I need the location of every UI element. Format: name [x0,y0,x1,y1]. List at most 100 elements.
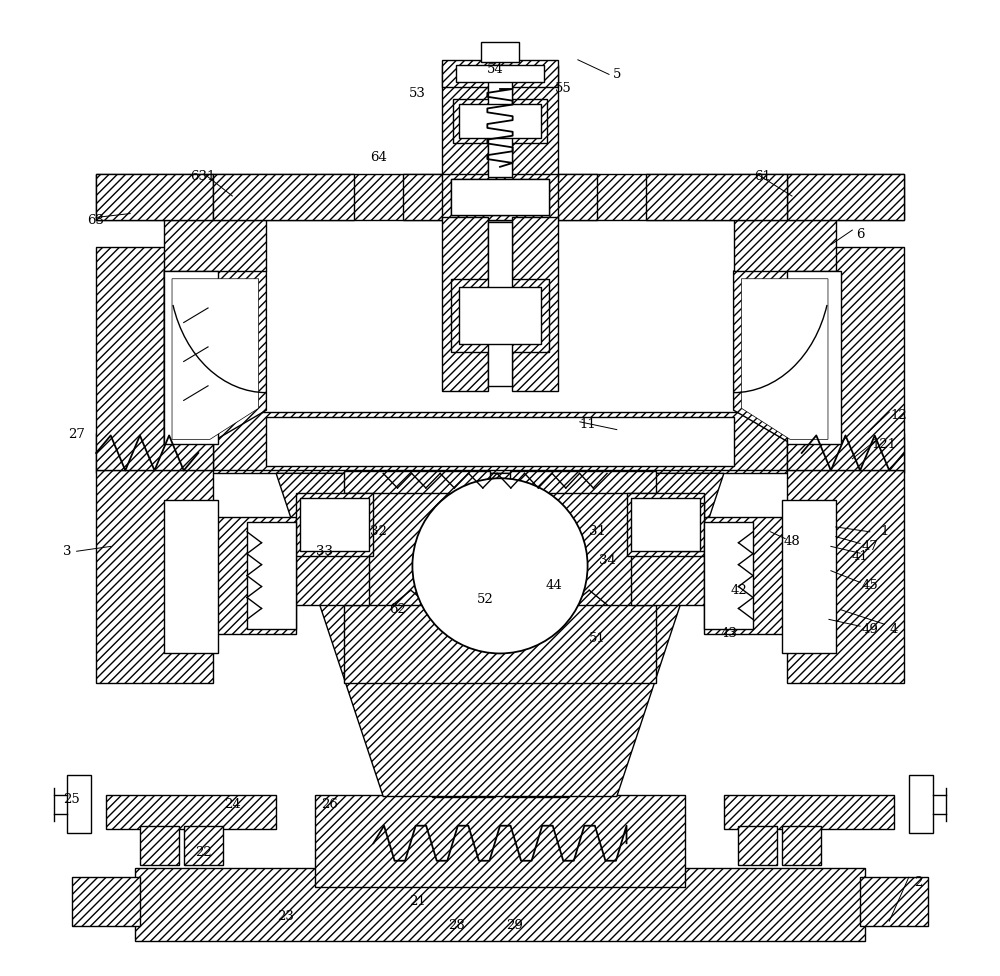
Bar [787,271,841,444]
Text: 6: 6 [856,228,864,241]
Text: 3: 3 [63,545,71,557]
Bar [442,64,488,177]
Text: 33: 33 [316,545,333,557]
Bar [860,877,928,926]
Text: 48: 48 [784,535,800,549]
Bar [675,503,704,551]
Bar [512,218,558,390]
Text: 34: 34 [599,554,615,567]
Text: 11: 11 [579,419,596,431]
Text: 47: 47 [861,540,878,552]
Bar [456,64,544,82]
Polygon shape [734,271,836,444]
Text: 31: 31 [589,525,606,539]
Bar [403,174,597,221]
Circle shape [412,478,588,654]
Text: 25: 25 [63,793,80,806]
Text: 32: 32 [370,525,387,539]
Bar [266,417,734,466]
Text: 63: 63 [88,214,105,226]
Text: 12: 12 [891,409,907,422]
Bar [488,223,512,386]
Text: 45: 45 [861,579,878,591]
Bar [510,471,656,493]
Bar [96,470,213,682]
Text: 55: 55 [555,83,572,96]
Polygon shape [164,271,266,444]
Text: 121: 121 [872,437,897,451]
Bar [442,218,488,390]
Bar [96,432,904,473]
Bar [106,794,276,829]
Bar [451,179,549,216]
Bar [442,60,558,87]
Text: 61: 61 [754,170,771,183]
Bar [481,42,519,61]
Text: 52: 52 [477,593,494,606]
Text: 44: 44 [545,579,562,591]
Text: 2: 2 [914,875,923,889]
Text: 54: 54 [487,63,504,76]
Bar [344,471,490,493]
Text: 42: 42 [730,584,747,596]
Bar [512,64,558,177]
Bar [296,493,373,556]
Bar [72,877,140,926]
Text: 51: 51 [589,632,606,645]
Text: 22: 22 [195,846,212,860]
Bar [787,174,904,221]
Bar [451,179,549,216]
Text: 1: 1 [880,525,889,539]
Bar [296,542,369,605]
Bar [738,826,777,865]
Bar [96,174,904,221]
Bar [734,218,836,271]
Bar [631,542,704,605]
Bar [459,103,541,138]
Text: 43: 43 [720,628,737,640]
Bar [646,174,787,221]
Bar [909,775,933,834]
Text: 49: 49 [861,623,878,635]
Bar [453,99,547,142]
Bar [213,517,296,634]
Bar [300,498,369,551]
Text: 53: 53 [409,87,426,101]
Text: 21: 21 [409,895,426,908]
Bar [631,498,700,551]
Bar [488,64,512,177]
Bar [724,794,894,829]
Polygon shape [172,279,259,439]
Text: 27: 27 [68,427,85,441]
Polygon shape [276,473,724,796]
Text: 41: 41 [852,549,868,562]
Bar [96,247,213,470]
Text: 23: 23 [277,910,294,922]
Bar [213,412,787,470]
Bar [459,287,541,344]
Bar [135,868,865,941]
Bar [505,757,568,796]
Polygon shape [741,279,828,439]
Bar [704,517,787,634]
Text: 631: 631 [190,170,216,183]
Text: 29: 29 [506,919,523,932]
Bar [782,826,821,865]
Text: 28: 28 [448,919,465,932]
Bar [213,174,354,221]
Text: 26: 26 [321,797,338,811]
Bar [247,522,296,630]
Text: 62: 62 [389,603,406,616]
Bar [184,826,223,865]
Bar [787,247,904,470]
Text: 4: 4 [890,623,898,635]
Bar [164,500,218,654]
Bar [140,826,179,865]
Bar [344,605,656,682]
Text: 5: 5 [613,68,621,81]
Bar [442,174,558,221]
Text: 64: 64 [370,150,387,164]
Bar [704,522,753,630]
Bar [787,470,904,682]
Bar [627,493,704,556]
